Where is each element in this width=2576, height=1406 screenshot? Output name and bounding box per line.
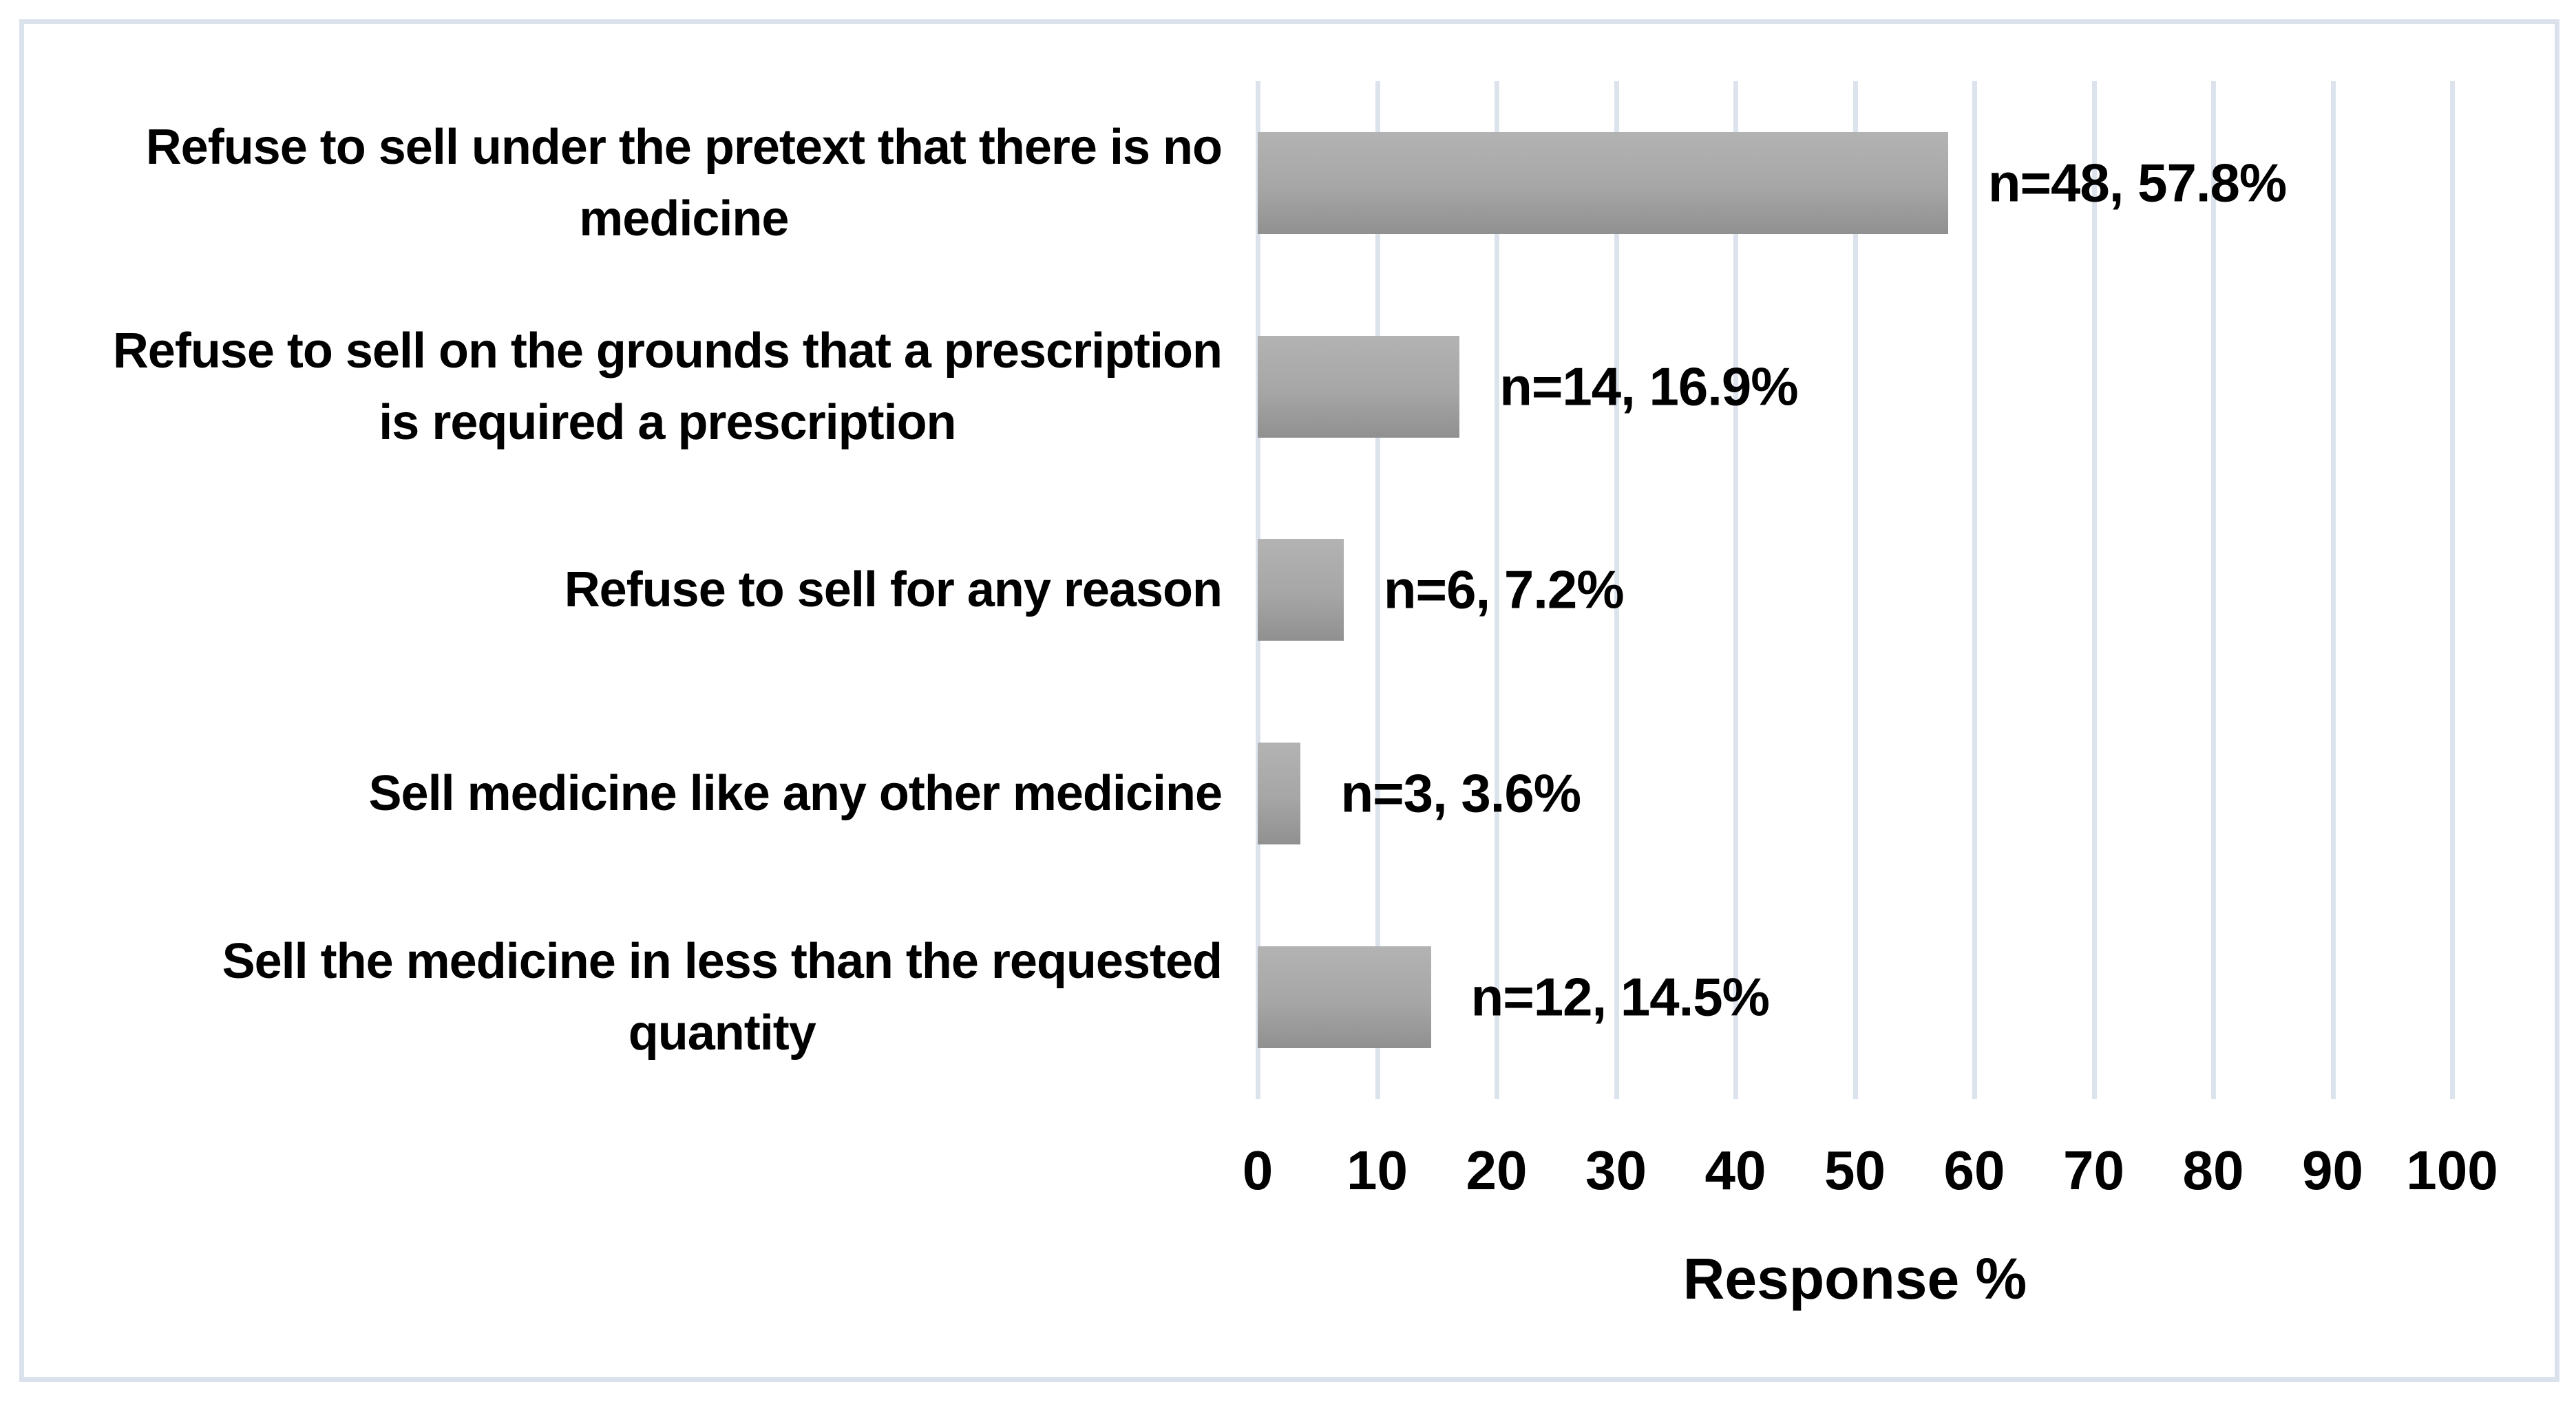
bar-row: n=48, 57.8% <box>1258 81 2452 285</box>
gridline <box>1972 81 1977 1099</box>
category-label: Refuse to sell for any reason <box>48 489 1223 692</box>
x-tick-label: 70 <box>2063 1140 2124 1201</box>
category-label: Sell medicine like any other medicine <box>48 692 1223 895</box>
bar <box>1258 743 1301 845</box>
category-label: Refuse to sell under the pretext that th… <box>48 81 1223 285</box>
chart-frame <box>19 19 2559 1382</box>
gridline <box>2211 81 2216 1099</box>
x-tick-label: 40 <box>1704 1140 1766 1201</box>
category-label-text: Sell the medicine in less than the reque… <box>222 926 1223 1069</box>
category-axis-labels: Refuse to sell under the pretext that th… <box>48 81 1223 1099</box>
gridline <box>2450 81 2455 1099</box>
gridline <box>1852 81 1858 1099</box>
category-label-text: Refuse to sell under the pretext that th… <box>145 111 1223 255</box>
bar-row: n=6, 7.2% <box>1258 489 2452 692</box>
bar-data-label: n=48, 57.8% <box>1987 152 2287 213</box>
gridline <box>1375 81 1380 1099</box>
x-tick-label: 100 <box>2406 1140 2498 1201</box>
bar-row: n=12, 14.5% <box>1258 895 2452 1099</box>
bar <box>1258 539 1344 641</box>
category-label-line: Sell the medicine in less than the reque… <box>222 934 1223 990</box>
category-label-line: Refuse to sell for any reason <box>564 562 1223 618</box>
bar-data-label: n=14, 16.9% <box>1499 356 1798 417</box>
bar <box>1258 131 1948 234</box>
gridline <box>1733 81 1738 1099</box>
bar <box>1258 946 1431 1049</box>
category-label-text: Refuse to sell for any reason <box>564 554 1223 626</box>
x-tick-label: 30 <box>1585 1140 1647 1201</box>
x-axis-title: Response % <box>1682 1246 2027 1311</box>
x-tick-label: 10 <box>1347 1140 1408 1201</box>
x-tick-label: 80 <box>2182 1140 2244 1201</box>
x-tick-label: 60 <box>1943 1140 2005 1201</box>
x-tick-label: 50 <box>1824 1140 1886 1201</box>
gridline <box>1495 81 1499 1099</box>
category-label-line: Sell medicine like any other medicine <box>368 766 1223 822</box>
x-tick-label: 0 <box>1242 1140 1274 1201</box>
bar <box>1258 335 1460 438</box>
x-tick-label: 20 <box>1466 1140 1528 1201</box>
category-label-line: medicine <box>579 191 789 246</box>
x-axis: 0 10 20 30 40 50 60 70 80 90 100 <box>1243 1139 2498 1215</box>
category-label-line: Refuse to sell under the pretext that th… <box>145 119 1223 175</box>
category-label-line: quantity <box>628 1005 816 1061</box>
gridline <box>1614 81 1619 1099</box>
bar-data-label: n=12, 14.5% <box>1470 966 1770 1027</box>
category-label-line: Refuse to sell on the grounds that a pre… <box>112 323 1223 379</box>
bar-data-label: n=6, 7.2% <box>1383 559 1625 620</box>
category-label-line: is required a prescription <box>379 394 956 450</box>
plot-area: n=48, 57.8% n=14, 16.9% n=6, 7.2% n=3, 3… <box>1256 81 2455 1099</box>
category-label-text: Refuse to sell on the grounds that a pre… <box>112 315 1223 458</box>
category-label: Refuse to sell on the grounds that a pre… <box>48 285 1223 489</box>
bar-data-label: n=3, 3.6% <box>1340 763 1581 824</box>
category-label: Sell the medicine in less than the reque… <box>48 895 1223 1099</box>
bar-row: n=14, 16.9% <box>1258 285 2452 489</box>
bar-row: n=3, 3.6% <box>1258 692 2452 895</box>
gridline <box>2330 81 2336 1099</box>
gridline <box>2091 81 2097 1099</box>
x-tick-label: 90 <box>2302 1140 2363 1201</box>
category-label-text: Sell medicine like any other medicine <box>369 758 1223 829</box>
